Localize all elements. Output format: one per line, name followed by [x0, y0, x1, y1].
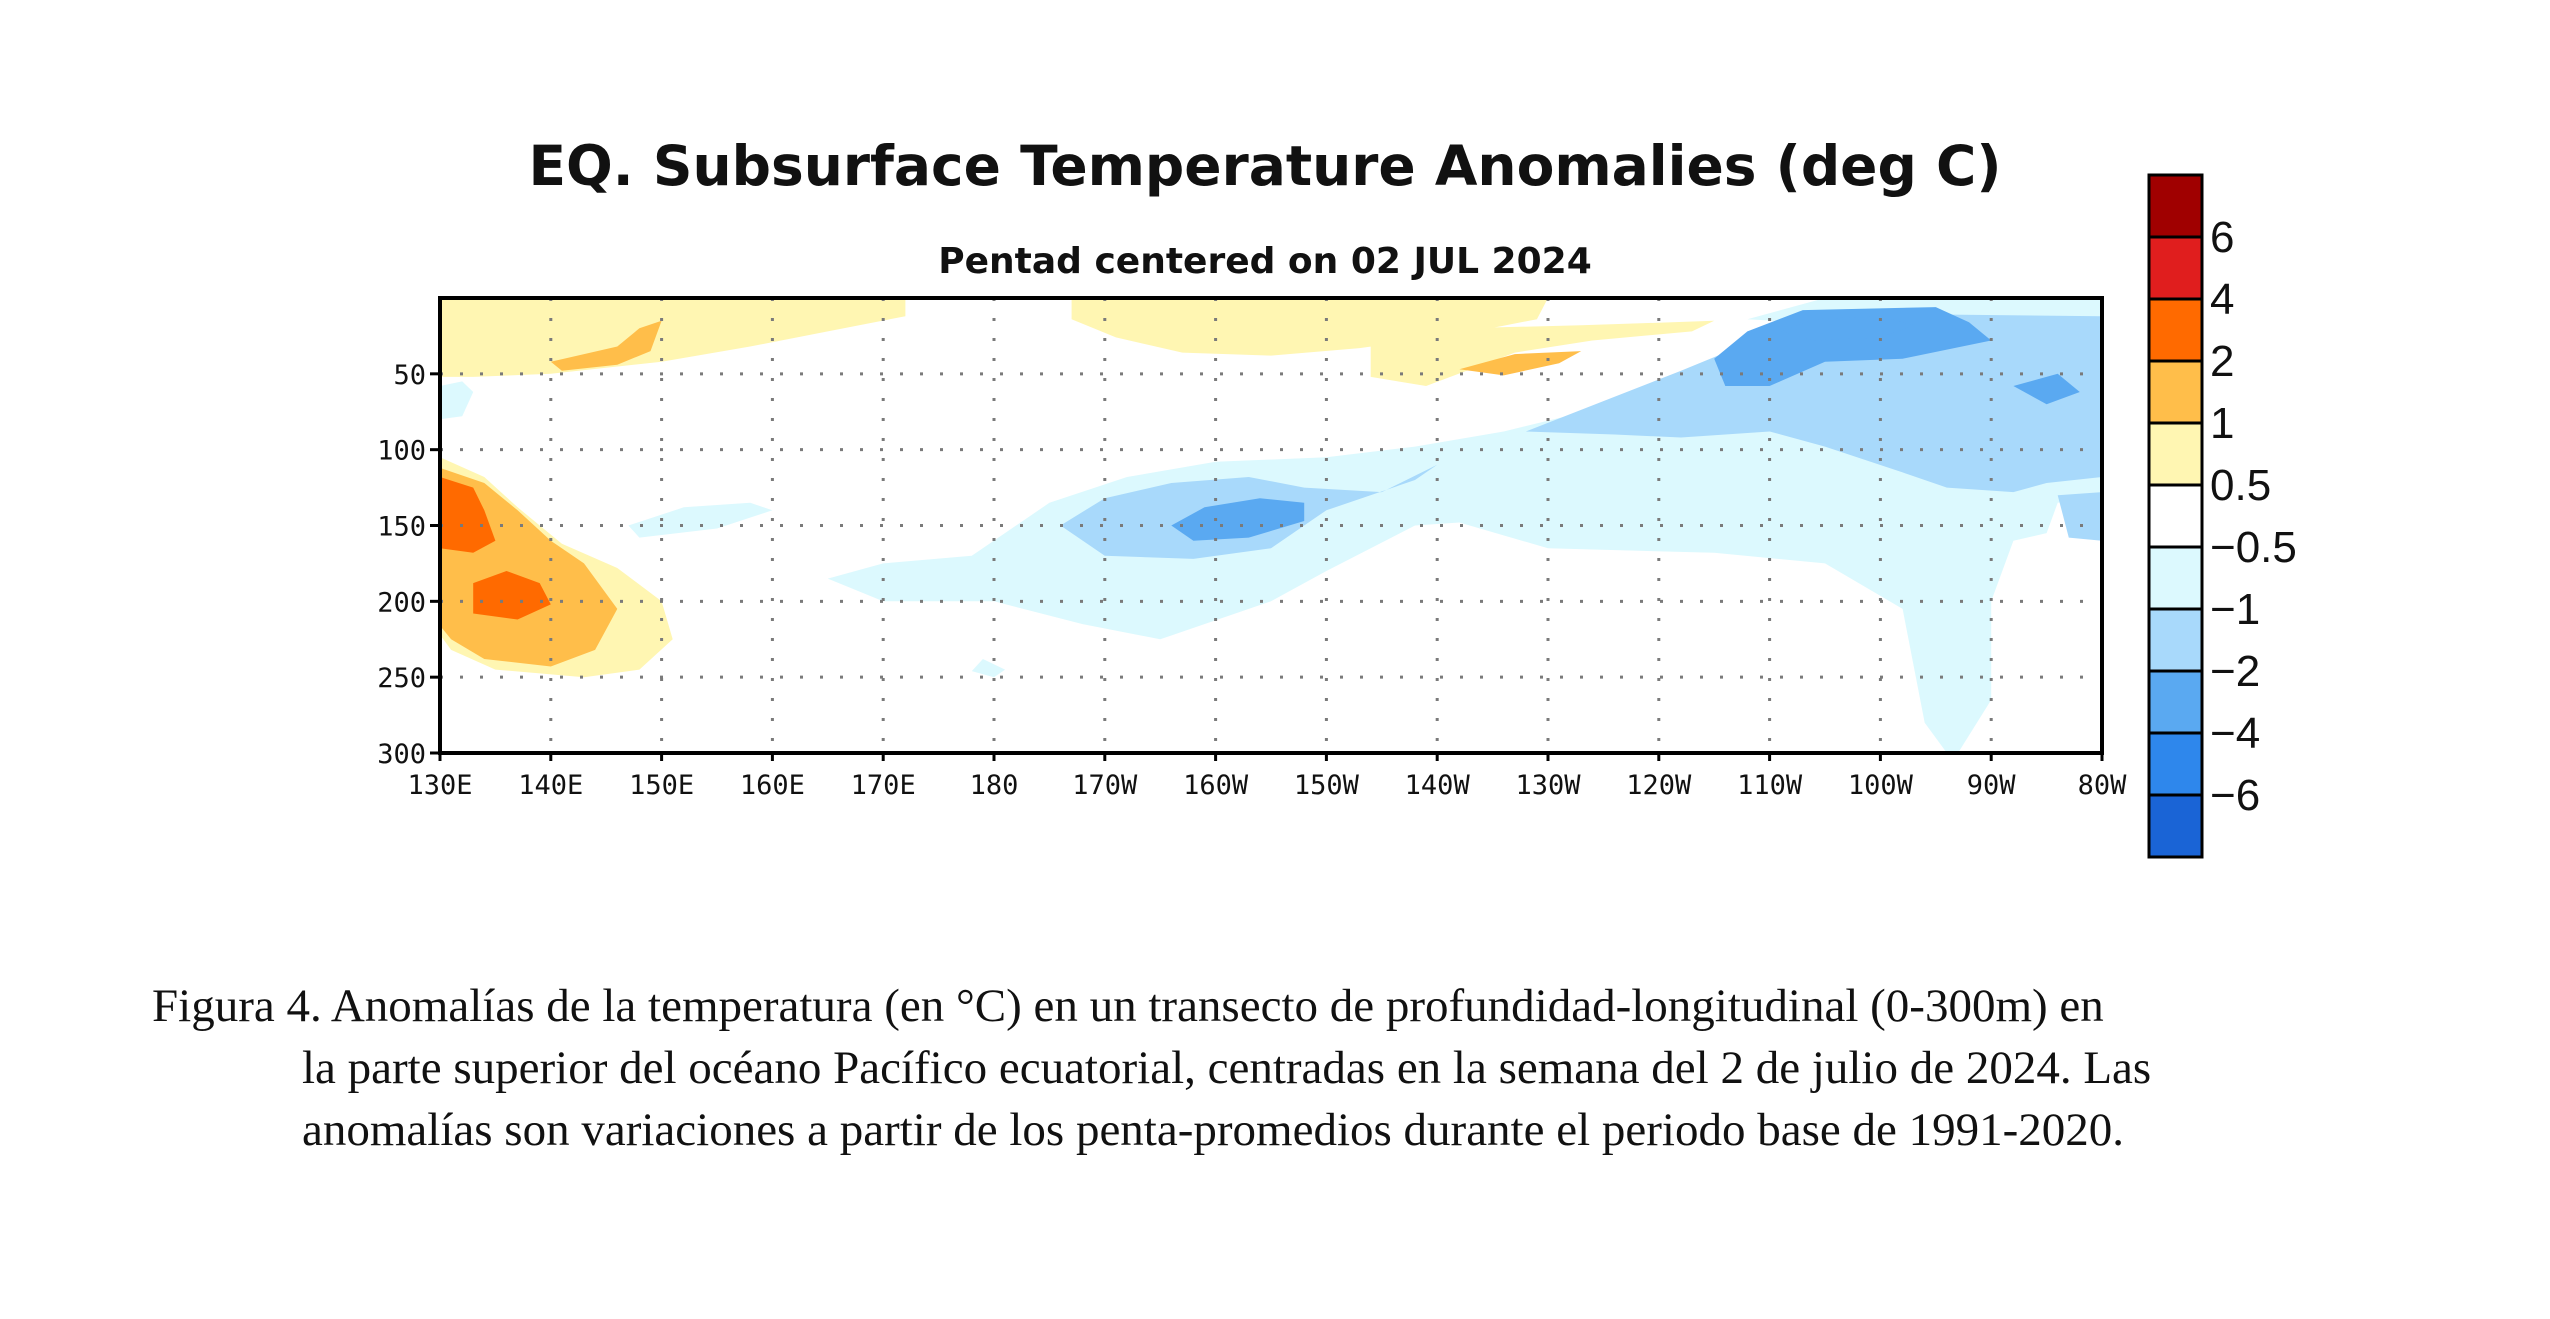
colorbar-swatch — [2147, 483, 2204, 549]
colorbar-label: −1 — [2210, 585, 2260, 634]
colorbar-swatch — [2147, 545, 2204, 611]
colorbar-label: 2 — [2210, 337, 2234, 386]
y-tick-label: 200 — [377, 587, 426, 618]
x-tick-label: 140W — [1405, 770, 1471, 801]
cool-core-east-deep — [2057, 492, 2102, 541]
figure-caption: Figura 4. Anomalías de la temperatura (e… — [152, 975, 2262, 1161]
caption-first-line: Figura 4. Anomalías de la temperatura (e… — [152, 980, 2104, 1032]
cool-core-160w — [1171, 498, 1305, 541]
y-tick-label: 300 — [377, 739, 426, 770]
warm-core-near-140w — [1459, 351, 1582, 376]
colorbar-swatch — [2147, 731, 2204, 797]
caption-continuation: la parte superior del océano Pacífico ec… — [302, 1042, 2152, 1156]
y-tick-label: 150 — [377, 512, 426, 543]
cool-region-near-180 — [971, 659, 1006, 678]
warm-core-west-200m — [473, 571, 551, 620]
x-tick-label: 160W — [1183, 770, 1249, 801]
colorbar-label: −4 — [2210, 709, 2260, 758]
x-tick-label: 90W — [1967, 770, 2017, 801]
cool-region-west-150m — [628, 502, 773, 538]
x-tick-label: 150W — [1294, 770, 1360, 801]
colorbar-swatch — [2147, 793, 2204, 859]
colorbar: 6 4 2 1 0.5 −0.5 −1 −2 −4 −6 — [2147, 173, 2297, 859]
x-tick-label: 150E — [629, 770, 694, 801]
colorbar-label: −6 — [2210, 771, 2260, 820]
x-tick-label: 110W — [1737, 770, 1803, 801]
x-tick-label: 170W — [1072, 770, 1138, 801]
x-tick-label: 160E — [740, 770, 805, 801]
cool-core-110w — [1714, 307, 1992, 386]
x-tick-label: 170E — [851, 770, 916, 801]
colorbar-label: 1 — [2210, 399, 2234, 448]
colorbar-label: −0.5 — [2210, 523, 2297, 572]
x-tick-label: 100W — [1848, 770, 1914, 801]
warm-core-west-surface — [550, 320, 662, 371]
colorbar-swatch — [2147, 235, 2204, 301]
anomaly-field — [440, 298, 2102, 753]
colorbar-label: 0.5 — [2210, 461, 2271, 510]
y-tick-label: 50 — [393, 360, 426, 391]
x-tick-label: 80W — [2078, 770, 2128, 801]
cool-core-85w — [2013, 373, 2080, 405]
x-tick-label: 130W — [1515, 770, 1581, 801]
colorbar-swatch — [2147, 173, 2204, 239]
cool-core-east — [1525, 313, 2102, 493]
colorbar-label: 6 — [2210, 213, 2234, 262]
y-tick-label: 100 — [377, 436, 426, 467]
colorbar-swatch — [2147, 297, 2204, 363]
x-axis: 130E 140E 150E 160E 170E 180 170W 160W 150W 140W 1… — [407, 753, 2127, 801]
warm-region-near-140w — [1370, 320, 1715, 386]
y-axis: 50 100 150 200 250 300 — [377, 360, 440, 770]
colorbar-label: −2 — [2210, 647, 2260, 696]
colorbar-swatch — [2147, 421, 2204, 487]
colorbar-label: 4 — [2210, 275, 2234, 324]
y-tick-label: 250 — [377, 663, 426, 694]
warm-region-west-surface — [440, 298, 906, 377]
chart-subtitle: Pentad centered on 02 JUL 2024 — [938, 241, 1592, 282]
x-tick-label: 130E — [407, 770, 472, 801]
colorbar-swatch — [2147, 607, 2204, 673]
cool-core-110w-inner — [1780, 316, 1914, 341]
x-tick-label: 120W — [1626, 770, 1692, 801]
warm-core-west-150m — [440, 477, 496, 553]
colorbar-swatch — [2147, 669, 2204, 735]
x-tick-label: 180 — [970, 770, 1019, 801]
chart-title: EQ. Subsurface Temperature Anomalies (de… — [528, 134, 2001, 198]
warm-region-central-surface — [1071, 298, 1548, 356]
cool-region-west-surface-spot — [440, 381, 474, 420]
x-tick-label: 140E — [518, 770, 583, 801]
colorbar-swatch — [2147, 359, 2204, 425]
